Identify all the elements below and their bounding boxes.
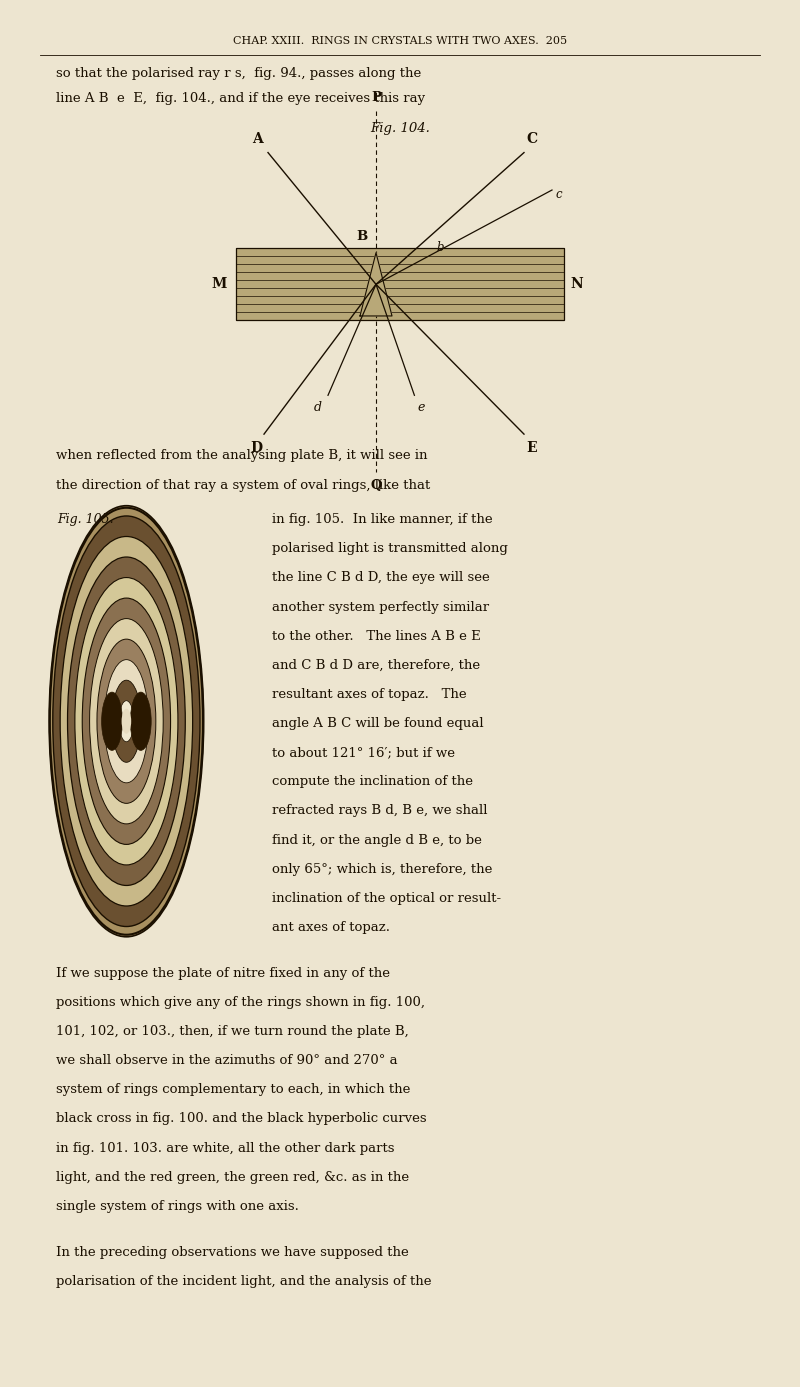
Text: we shall observe in the azimuths of 90° and 270° a: we shall observe in the azimuths of 90° … [56,1054,398,1067]
Text: when reflected from the analysing plate B, it will see in: when reflected from the analysing plate … [56,449,427,462]
Text: another system perfectly similar: another system perfectly similar [272,601,489,613]
Text: N: N [570,277,583,291]
Text: b: b [436,241,443,254]
Text: d: d [314,401,322,413]
Ellipse shape [82,598,170,845]
Ellipse shape [102,692,122,750]
Text: black cross in fig. 100. and the black hyperbolic curves: black cross in fig. 100. and the black h… [56,1112,426,1125]
Text: E: E [526,441,537,455]
Text: compute the inclination of the: compute the inclination of the [272,775,473,788]
Text: system of rings complementary to each, in which the: system of rings complementary to each, i… [56,1083,410,1096]
Text: single system of rings with one axis.: single system of rings with one axis. [56,1200,299,1212]
Text: only 65°; which is, therefore, the: only 65°; which is, therefore, the [272,863,492,875]
Text: positions which give any of the rings shown in fig. 100,: positions which give any of the rings sh… [56,996,425,1008]
Ellipse shape [119,700,134,742]
Text: M: M [211,277,226,291]
Text: polarised light is transmitted along: polarised light is transmitted along [272,542,508,555]
Text: polarisation of the incident light, and the analysis of the: polarisation of the incident light, and … [56,1275,431,1287]
Text: Fig. 105.: Fig. 105. [58,513,114,526]
Ellipse shape [67,558,186,885]
Ellipse shape [122,709,131,734]
Ellipse shape [49,506,204,936]
Text: Fig. 104.: Fig. 104. [370,122,430,135]
Text: resultant axes of topaz.   The: resultant axes of topaz. The [272,688,466,700]
Text: D: D [250,441,262,455]
Text: in fig. 101. 103. are white, all the other dark parts: in fig. 101. 103. are white, all the oth… [56,1142,394,1154]
Text: CHAP. XXIII.  RINGS IN CRYSTALS WITH TWO AXES.  205: CHAP. XXIII. RINGS IN CRYSTALS WITH TWO … [233,36,567,46]
Ellipse shape [112,680,141,763]
Ellipse shape [104,660,149,782]
Text: e: e [418,401,425,413]
Text: If we suppose the plate of nitre fixed in any of the: If we suppose the plate of nitre fixed i… [56,967,390,979]
Ellipse shape [90,619,163,824]
Text: angle A B C will be found equal: angle A B C will be found equal [272,717,484,730]
Text: in fig. 105.  In like manner, if the: in fig. 105. In like manner, if the [272,513,493,526]
Ellipse shape [60,537,193,906]
Text: In the preceding observations we have supposed the: In the preceding observations we have su… [56,1246,409,1258]
Text: the direction of that ray a system of oval rings, like that: the direction of that ray a system of ov… [56,479,430,491]
Text: refracted rays B d, B e, we shall: refracted rays B d, B e, we shall [272,804,487,817]
Text: light, and the red green, the green red, &c. as in the: light, and the red green, the green red,… [56,1171,409,1183]
Ellipse shape [130,692,151,750]
Text: ant axes of topaz.: ant axes of topaz. [272,921,390,933]
Text: c: c [555,187,562,201]
Text: to about 121° 16′; but if we: to about 121° 16′; but if we [272,746,455,759]
Ellipse shape [53,516,200,927]
Text: and C B d D are, therefore, the: and C B d D are, therefore, the [272,659,480,671]
Text: P: P [371,92,381,104]
Text: 101, 102, or 103., then, if we turn round the plate B,: 101, 102, or 103., then, if we turn roun… [56,1025,409,1037]
Text: to the other.   The lines A B e E: to the other. The lines A B e E [272,630,481,642]
Text: A: A [252,132,263,146]
Text: Q: Q [370,479,382,491]
Text: B: B [356,230,367,243]
Text: line A B  e  E,  fig. 104., and if the eye receives this ray: line A B e E, fig. 104., and if the eye … [56,92,425,104]
Text: the line C B d D, the eye will see: the line C B d D, the eye will see [272,571,490,584]
Text: find it, or the angle d B e, to be: find it, or the angle d B e, to be [272,834,482,846]
Ellipse shape [75,577,178,865]
Text: so that the polarised ray r s,  fig. 94., passes along the: so that the polarised ray r s, fig. 94.,… [56,67,422,79]
Ellipse shape [97,639,156,803]
Text: inclination of the optical or result-: inclination of the optical or result- [272,892,501,904]
Polygon shape [236,248,564,320]
Polygon shape [360,252,392,316]
Text: C: C [526,132,538,146]
